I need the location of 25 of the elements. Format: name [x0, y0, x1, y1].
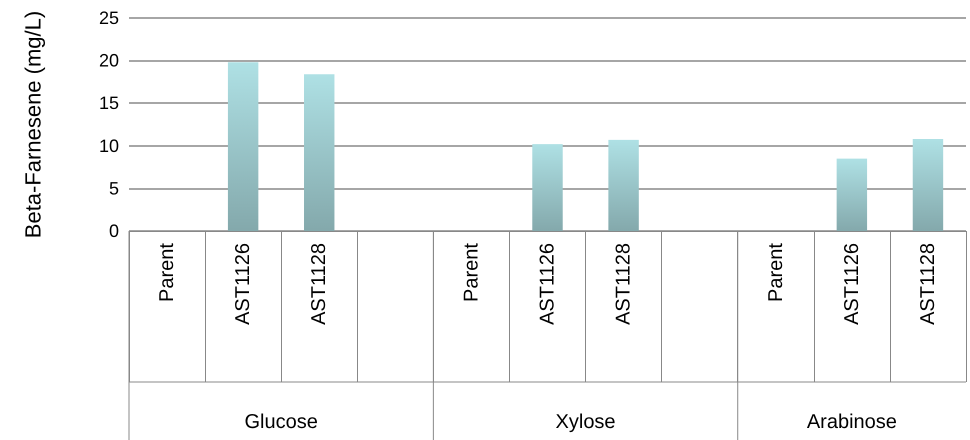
bar — [608, 140, 639, 231]
y-tick-label: 15 — [98, 93, 119, 114]
y-tick-label: 20 — [98, 50, 119, 71]
y-tick-label: 5 — [108, 178, 119, 198]
y-tick-label: 25 — [98, 8, 119, 28]
text: Glucose — [244, 411, 318, 433]
x-tick-label: AST1128 — [916, 243, 939, 325]
y-axis-title: Beta-Farnesene (mg/L) — [20, 10, 46, 238]
x-tick-label: Parent — [156, 242, 178, 302]
bar — [912, 138, 944, 231]
x-tick-label: AST1126 — [232, 243, 254, 325]
x-tick-label: AST1126 — [536, 243, 558, 325]
bar — [532, 144, 563, 231]
y-tick-label: 0 — [108, 221, 119, 241]
x-tick-label: AST1128 — [308, 243, 330, 325]
bar — [304, 74, 334, 231]
x-tick-label: AST1126 — [840, 243, 863, 325]
x-tick-label: AST1128 — [612, 243, 635, 325]
bar — [228, 62, 258, 231]
text: Arabinose — [806, 411, 897, 433]
y-tick-label: 10 — [98, 136, 119, 156]
bar — [836, 158, 868, 231]
text: Xylose — [556, 411, 616, 433]
x-tick-label: Parent — [460, 242, 482, 302]
x-tick-label: Parent — [764, 242, 787, 302]
